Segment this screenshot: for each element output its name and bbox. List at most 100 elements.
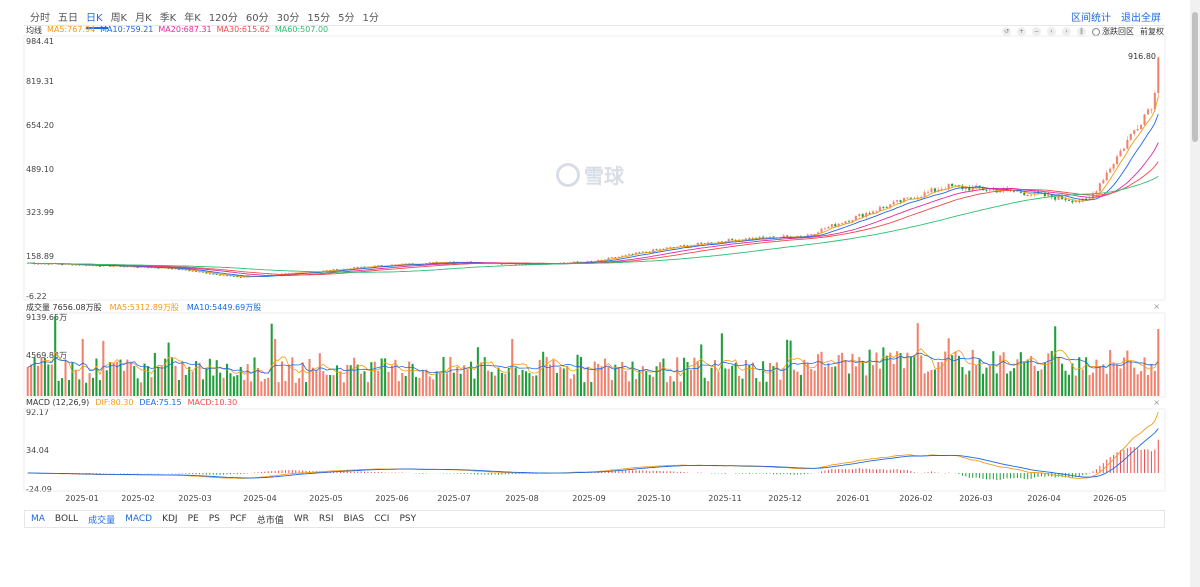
period-tab[interactable]: 30分: [276, 13, 300, 24]
candle-body: [212, 273, 215, 275]
indicator-tab[interactable]: BOLL: [54, 514, 79, 524]
volume-bar: [353, 357, 356, 396]
period-tab[interactable]: 60分: [245, 13, 269, 24]
indicator-tab[interactable]: PSY: [399, 514, 417, 524]
play-icon[interactable]: ‖: [1077, 27, 1086, 36]
indicator-tab[interactable]: WR: [293, 514, 309, 524]
candle-body: [975, 185, 978, 188]
exit-fullscreen-button[interactable]: 退出全屏: [1121, 13, 1161, 24]
volume-bar: [88, 373, 91, 396]
volume-bar: [641, 366, 644, 396]
candle-body: [964, 187, 967, 190]
candle-body: [607, 257, 610, 260]
candle-body: [380, 265, 383, 266]
period-tab[interactable]: 日K: [86, 9, 108, 29]
period-tab[interactable]: 120分: [208, 13, 238, 24]
page-scrollbar[interactable]: [1190, 0, 1200, 587]
period-tab[interactable]: 分时: [30, 13, 50, 24]
period-tabs: 分时 五日 日K 周K 月K 季K 年K 120分 60分 30分 15分 5分 1分: [30, 9, 387, 29]
volume-close-icon[interactable]: ×: [1153, 302, 1160, 311]
arrow-right-icon[interactable]: ›: [1062, 27, 1071, 36]
volume-bar: [964, 374, 967, 396]
candle-body: [786, 235, 789, 237]
candle-body: [1091, 193, 1095, 199]
indicator-tab[interactable]: BIAS: [343, 514, 365, 524]
period-tab[interactable]: 15分: [307, 13, 331, 24]
candle-body: [112, 266, 115, 268]
volume-bar: [260, 381, 263, 396]
indicator-tab[interactable]: PS: [208, 514, 220, 524]
volume-bar: [116, 361, 119, 396]
volume-bar: [246, 364, 249, 396]
period-compare-toggle[interactable]: 涨跌回区: [1092, 26, 1134, 37]
scrollbar-thumb[interactable]: [1192, 12, 1198, 142]
reset-icon[interactable]: ↺: [1002, 27, 1011, 36]
volume-bar: [909, 356, 912, 396]
period-tab[interactable]: 年K: [184, 13, 201, 24]
candle-body: [658, 248, 662, 250]
volume-bar: [47, 364, 50, 396]
volume-bar: [57, 380, 60, 396]
volume-bar: [830, 366, 833, 396]
volume-bar: [198, 362, 201, 396]
indicator-tab[interactable]: KDJ: [162, 514, 178, 524]
period-tab[interactable]: 1分: [362, 13, 379, 24]
volume-bar: [102, 340, 105, 396]
volume-label: 成交量 7656.08万股: [26, 303, 102, 312]
volume-bar: [473, 378, 476, 396]
period-tab[interactable]: 月K: [135, 13, 152, 24]
volume-bar: [586, 366, 589, 396]
indicator-tab[interactable]: MA: [31, 514, 45, 524]
candle-body: [902, 197, 906, 203]
volume-bar: [487, 370, 490, 396]
volume-bar: [782, 368, 785, 396]
macd-label: MACD (12,26,9): [26, 398, 90, 407]
volume-bar: [225, 363, 229, 396]
volume-bar: [700, 344, 703, 396]
volume-bar: [136, 378, 139, 396]
candle-body: [1033, 191, 1036, 195]
kline-chart[interactable]: [0, 0, 1200, 510]
candle-body: [232, 275, 235, 277]
x-axis-label: 2025-01: [65, 494, 99, 503]
volume-bar: [85, 382, 88, 396]
indicator-tab[interactable]: 成交量: [88, 515, 116, 526]
volume-bar: [978, 359, 981, 396]
range-stats-button[interactable]: 区间统计: [1071, 13, 1111, 24]
volume-bar: [315, 369, 318, 396]
arrow-left-icon[interactable]: ‹: [1047, 27, 1056, 36]
candle-body: [573, 261, 576, 263]
candle-body: [157, 267, 160, 269]
volume-bar: [301, 362, 304, 396]
candle-body: [1023, 192, 1026, 196]
volume-bar: [1074, 375, 1077, 396]
adjust-select[interactable]: 前复权: [1140, 27, 1164, 36]
volume-bar: [521, 369, 524, 396]
indicator-tab[interactable]: 总市值: [256, 515, 284, 526]
volume-bar: [428, 376, 431, 396]
indicator-tab[interactable]: RSI: [318, 514, 334, 524]
macd-close-icon[interactable]: ×: [1153, 398, 1160, 407]
indicator-tab[interactable]: CCI: [374, 514, 390, 524]
indicator-tab[interactable]: PE: [187, 514, 199, 524]
zoom-out-icon[interactable]: −: [1032, 27, 1041, 36]
period-tab[interactable]: 季K: [159, 13, 177, 24]
candle-body: [762, 236, 765, 238]
candle-body: [1047, 194, 1050, 197]
period-tab[interactable]: 5分: [338, 13, 355, 24]
indicator-tab[interactable]: MACD: [125, 514, 153, 524]
volume-bar: [683, 357, 686, 396]
volume-bar: [748, 365, 751, 396]
candle-body: [696, 242, 699, 245]
volume-bar: [576, 354, 579, 396]
candle-body: [885, 207, 888, 209]
volume-bar: [61, 378, 64, 396]
indicator-tab[interactable]: PCF: [229, 514, 247, 524]
candle-body: [1085, 198, 1088, 201]
period-tab[interactable]: 五日: [58, 13, 78, 24]
volume-bar: [408, 361, 411, 396]
zoom-in-icon[interactable]: +: [1017, 27, 1026, 36]
candle-body: [1140, 124, 1143, 129]
period-tab[interactable]: 周K: [110, 13, 128, 24]
